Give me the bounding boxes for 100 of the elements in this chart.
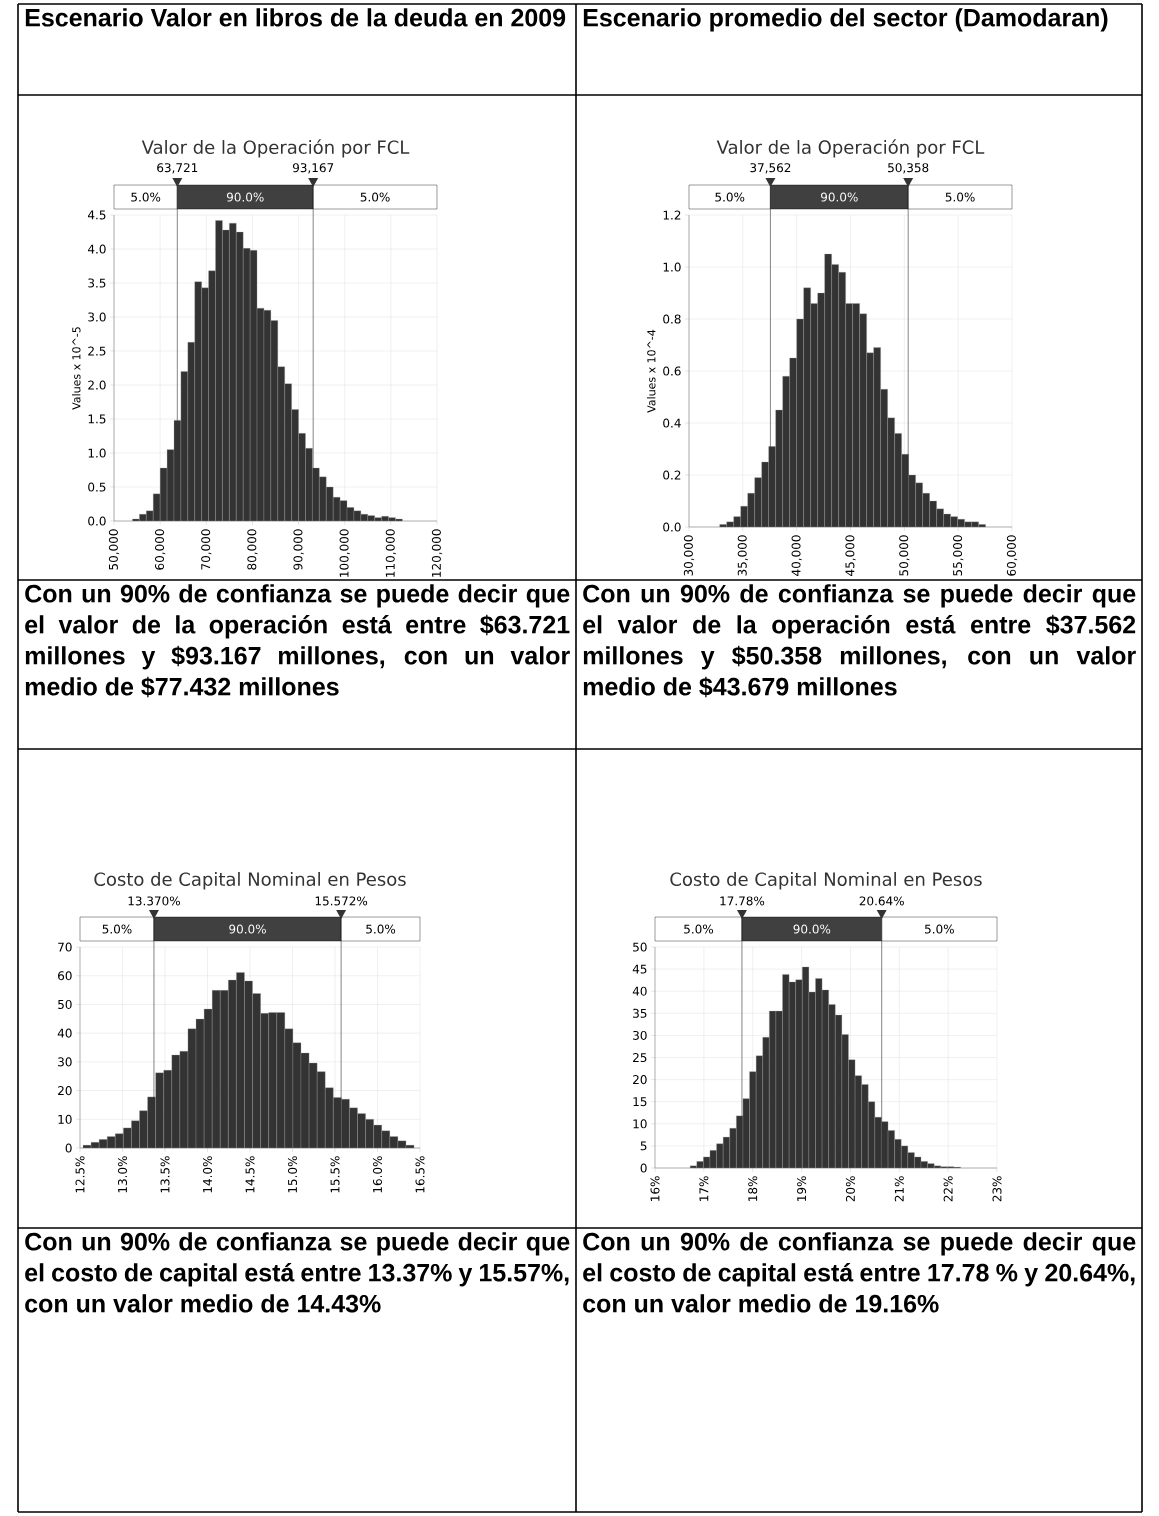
x-tick-label: 90,000 [293,529,304,570]
y-tick-label: 0.6 [663,366,681,376]
x-tick-label: 17% [699,1176,709,1201]
y-tick-label: 1.5 [88,414,106,424]
y-tick-label: 30 [633,1030,647,1040]
x-tick-label: 20% [845,1176,855,1202]
x-tick-label: 23% [992,1176,1002,1202]
text: 5.0% [945,192,975,202]
text: 5.0% [360,192,390,202]
x-tick-label: 55,000 [953,535,964,576]
text: 5.0% [715,192,745,202]
text: 5.0% [925,924,954,934]
ref-line-label: 50,358 [888,163,929,174]
y-tick-label: 0.0 [88,516,106,526]
y-tick-label: 0.8 [663,314,681,324]
text: Con un 90% de confianza se puede decir que el valor de la operación está entre $37.562 millones y $50.358 millones, con un valor medio de $43.679 millones [583,584,1136,698]
x-tick-label: 50,000 [899,535,910,576]
text: Escenario Valor en libros de la deuda en 2009 [25,8,566,27]
y-tick-label: 20 [633,1075,647,1085]
x-tick-label: 60,000 [154,529,166,570]
x-tick-label: 45,000 [845,535,856,576]
y-tick-label: 0.2 [663,470,681,480]
x-tick-label: 16.5% [415,1156,425,1193]
y-tick-label: 1.2 [663,210,681,220]
ref-line-label: 20.64% [859,896,904,906]
x-tick-label: 14.0% [202,1156,213,1193]
ref-line-label: 17.78% [720,896,765,906]
text: 5.0% [684,924,714,934]
y-tick-label: 50 [58,999,72,1009]
x-tick-label: 15.5% [330,1156,340,1193]
y-tick-label: 5 [640,1141,647,1151]
chart-title: Valor de la Operación por FCL [141,139,410,158]
y-tick-label: 2.5 [88,346,106,356]
x-tick-label: 13.0% [117,1156,128,1193]
chart-title: Costo de Capital Nominal en Pesos [94,872,406,890]
x-tick-label: 120,000 [431,529,443,577]
x-tick-label: 30,000 [683,535,695,576]
y-tick-label: 35 [633,1008,647,1018]
y-tick-label: 15 [633,1097,647,1107]
chart-title: Costo de Capital Nominal en Pesos [670,872,982,890]
text: 5.0% [366,924,396,934]
y-tick-label: 10 [58,1114,72,1124]
y-tick-label: 1.0 [88,448,106,458]
x-tick-label: 16.0% [372,1156,383,1193]
y-tick-label: 1.0 [663,262,681,272]
y-tick-label: 0.4 [663,418,681,428]
x-tick-label: 70,000 [201,529,212,570]
x-tick-label: 19% [797,1176,807,1201]
y-tick-label: 3.0 [88,312,106,322]
text: 90.0% [793,924,831,934]
x-tick-label: 80,000 [247,529,258,570]
text: Con un 90% de confianza se puede decir que el valor de la operación está entre $63.721 millones y $93.167 millones, con un valor medio de $77.432 millones [25,584,570,698]
text: Con un 90% de confianza se puede decir que el costo de capital está entre 13.37% y 15.57%, con un valor medio de 14.43% [25,1232,570,1313]
ref-line-label: 93,167 [292,163,334,174]
y-tick-label: 45 [632,964,647,974]
y-tick-label: 0.0 [663,522,681,532]
y-tick-label: 0 [65,1143,72,1153]
x-tick-label: 100,000 [339,529,350,577]
x-tick-label: 15.0% [287,1156,298,1193]
ref-line-label: 13.370% [128,896,180,906]
text: 90.0% [226,192,264,202]
ref-line-label: 63,721 [157,163,198,174]
x-tick-label: 22% [943,1176,953,1202]
x-tick-label: 50,000 [108,529,120,570]
y-tick-label: 2.0 [88,380,106,390]
x-tick-label: 60,000 [1006,535,1018,576]
x-tick-label: 40,000 [791,535,802,576]
y-tick-label: 0.5 [88,482,106,492]
ref-line-label: 37,562 [750,163,791,174]
text: Escenario promedio del sector (Damodaran) [583,8,1108,32]
text: 90.0% [229,924,266,934]
y-axis-title: Values x 10^-5 [72,327,81,410]
y-tick-label: 50 [633,942,647,952]
y-tick-label: 0 [640,1163,647,1173]
x-tick-label: 16% [650,1176,660,1201]
x-tick-label: 110,000 [385,529,397,577]
text: 5.0% [131,192,161,202]
y-tick-label: 30 [58,1057,72,1067]
y-tick-label: 70 [58,942,72,952]
y-tick-label: 4.5 [87,210,106,220]
y-tick-label: 60 [58,971,72,981]
y-tick-label: 20 [58,1086,72,1096]
y-tick-label: 40 [57,1028,72,1038]
y-tick-label: 40 [632,986,647,996]
y-tick-label: 3.5 [88,278,106,288]
x-tick-label: 13.5% [160,1156,170,1193]
y-axis-title: Values x 10^-4 [647,329,656,413]
x-tick-label: 35,000 [737,535,748,576]
x-tick-label: 21% [894,1176,904,1202]
x-tick-label: 14.5% [245,1156,255,1193]
x-tick-label: 12.5% [75,1156,85,1193]
y-tick-label: 10 [633,1119,647,1129]
y-tick-label: 4.0 [87,244,106,254]
chart-title: Valor de la Operación por FCL [716,139,985,158]
y-tick-label: 25 [633,1052,647,1063]
text: 90.0% [820,192,858,202]
x-tick-label: 18% [748,1176,758,1201]
text: Con un 90% de confianza se puede decir que el costo de capital está entre 17.78 % y 20.64%, con un valor medio de 19.16% [583,1232,1136,1313]
text: 5.0% [102,924,132,934]
ref-line-label: 15.572% [315,896,368,906]
